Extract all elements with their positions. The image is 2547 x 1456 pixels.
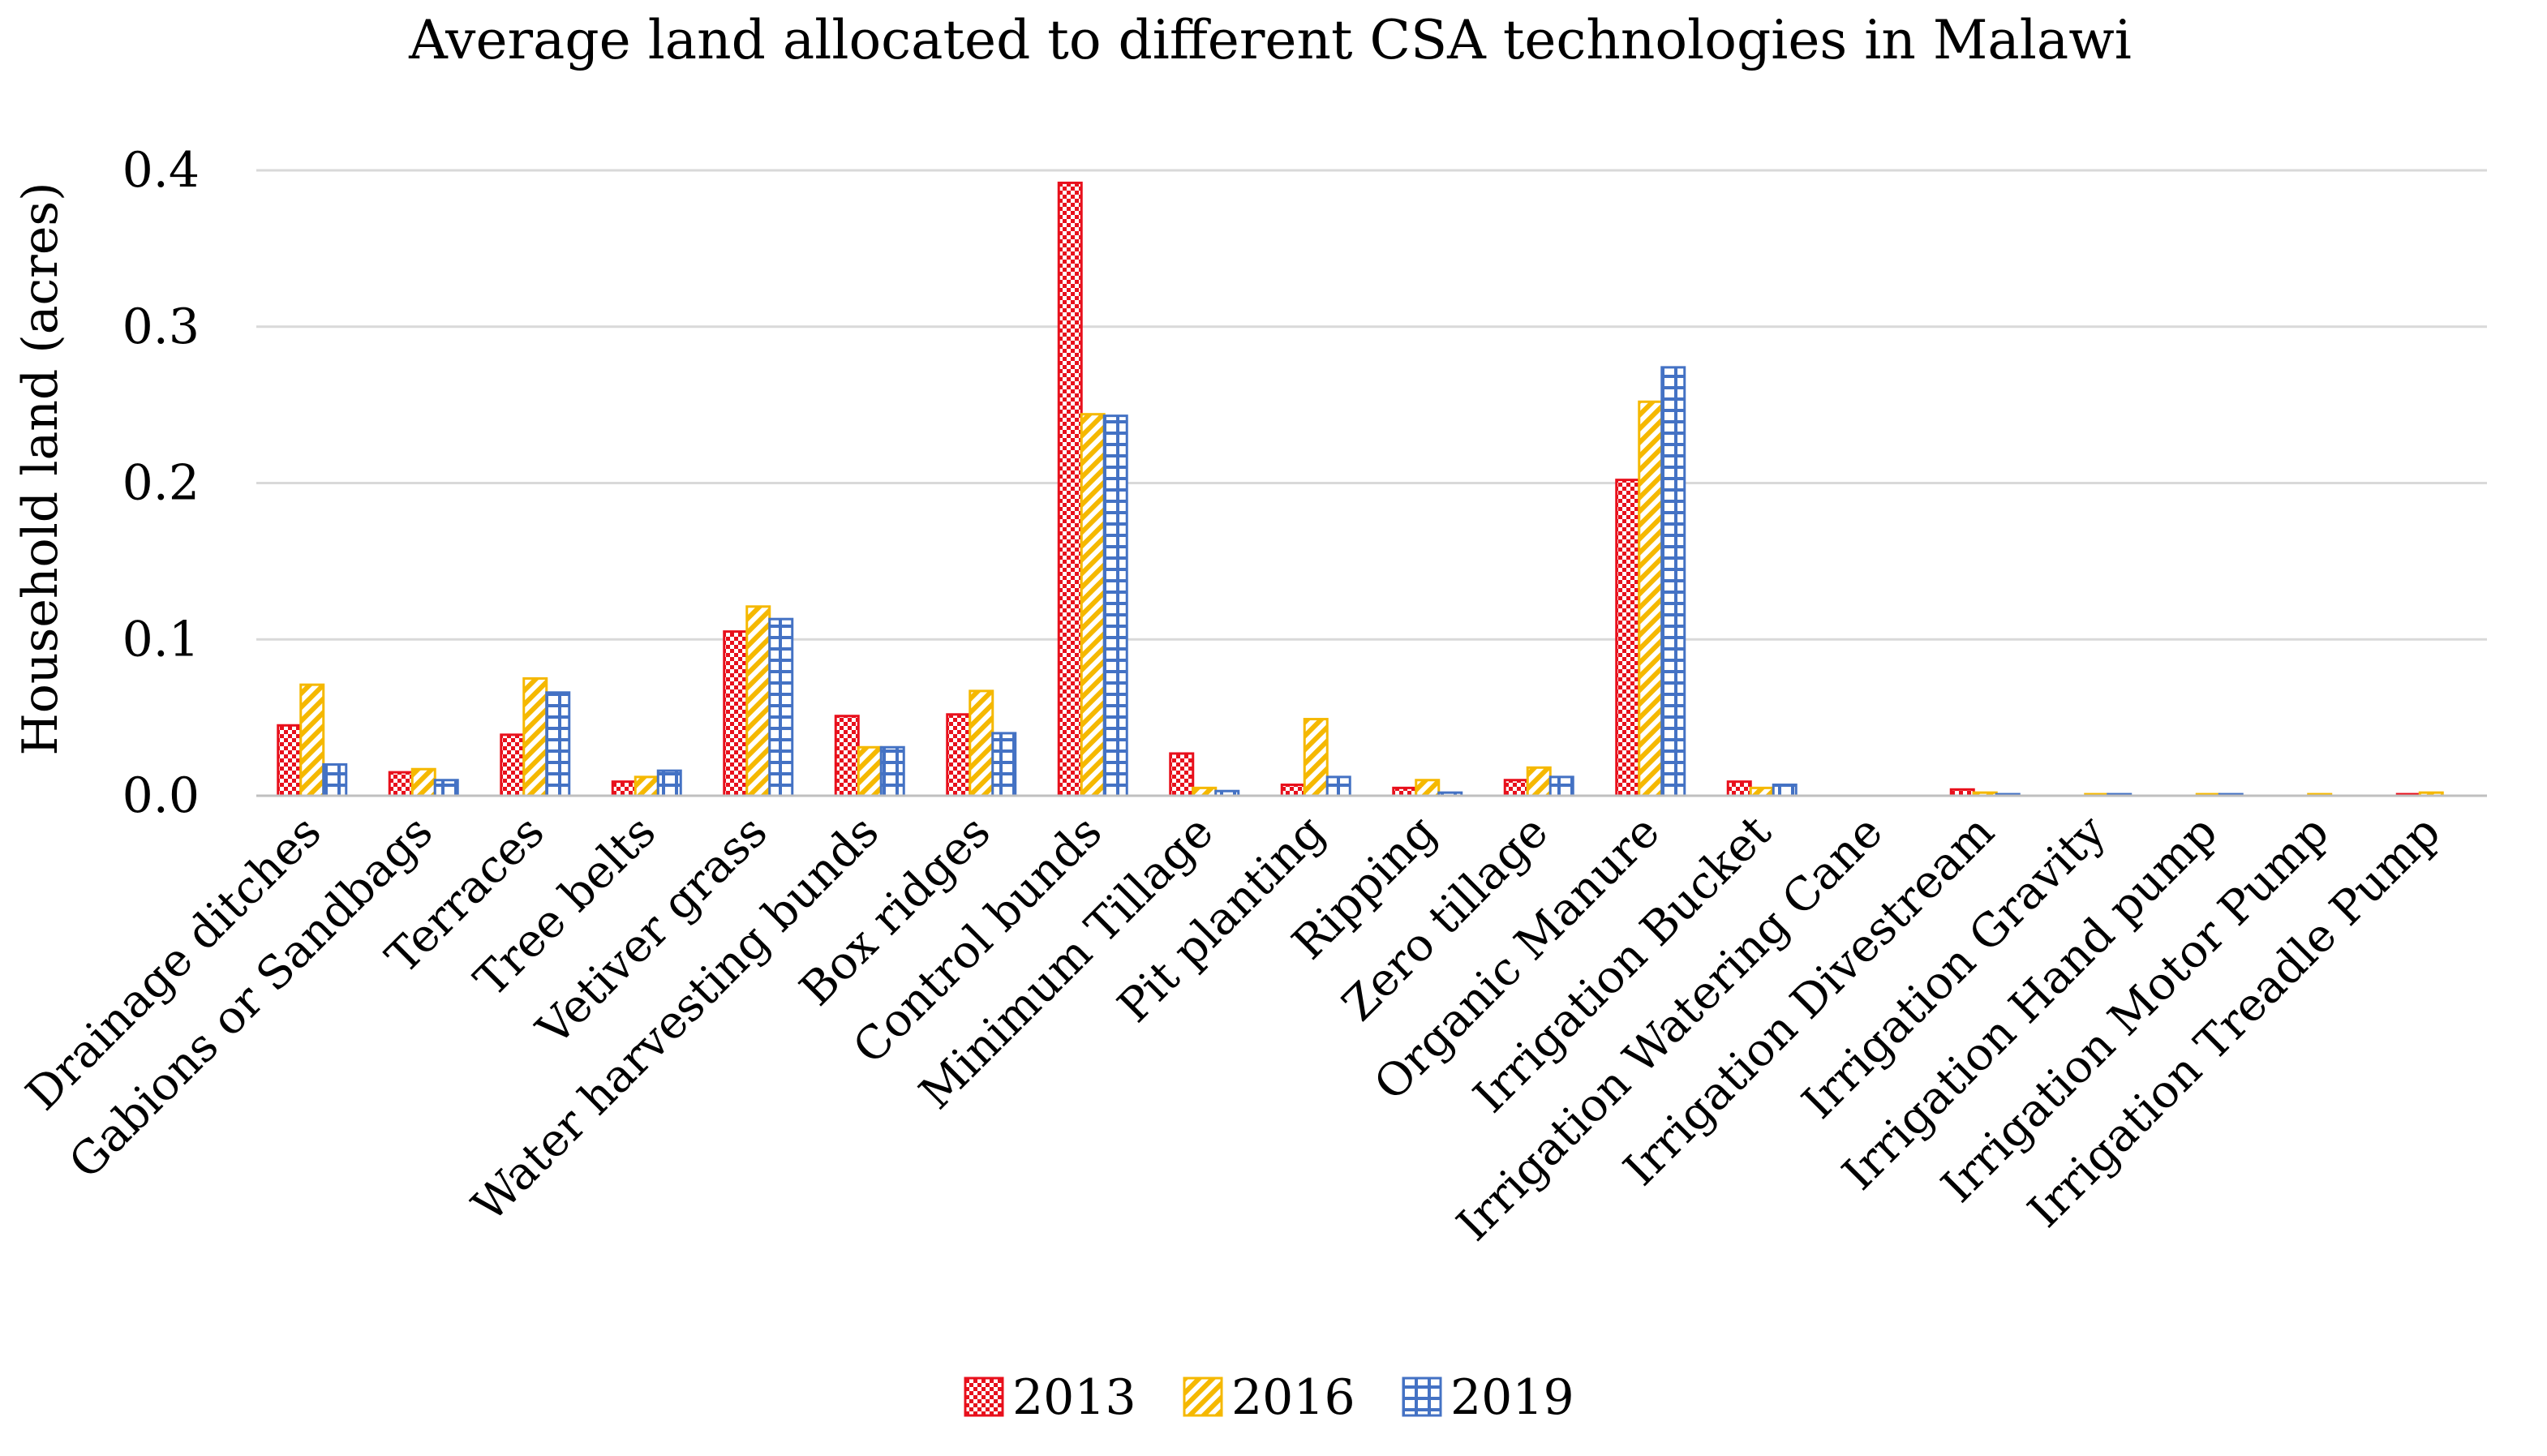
bar-2019	[1772, 784, 1798, 797]
bar-2013	[388, 771, 414, 797]
bar-2016	[410, 767, 436, 797]
bars	[277, 181, 2444, 797]
bar-2016	[522, 676, 548, 797]
bar-2013	[277, 724, 303, 797]
bar-2013	[946, 713, 972, 797]
y-axis-label: Household land (acres)	[12, 182, 69, 755]
bar-2019	[656, 769, 682, 797]
bar-2013	[1169, 752, 1195, 797]
bar-2019	[768, 617, 794, 797]
bar-2013	[500, 733, 526, 797]
y-tick-label: 0.2	[122, 455, 200, 512]
bar-2013	[1615, 479, 1641, 797]
bar-2019	[1548, 775, 1574, 797]
bar-2016	[1415, 779, 1441, 797]
bar-2013	[1503, 779, 1529, 797]
bar-2016	[1303, 718, 1329, 797]
bar-2016	[1638, 400, 1664, 797]
bar-2013	[723, 630, 749, 797]
legend-swatch-2019	[1402, 1377, 1442, 1417]
bar-2019	[879, 745, 905, 797]
y-axis-ticks: 0.0 0.1 0.2 0.3 0.4	[122, 142, 200, 824]
bar-2016	[745, 605, 771, 797]
y-tick-label: 0.1	[122, 611, 200, 668]
bar-2013	[834, 715, 860, 797]
y-tick-label: 0.4	[122, 142, 200, 199]
bar-2019	[1102, 414, 1128, 797]
legend-swatch-2016	[1183, 1377, 1223, 1417]
gridlines	[256, 169, 2487, 641]
bar-2016	[969, 689, 994, 797]
y-tick-label: 0.0	[122, 767, 200, 824]
bar-2019	[545, 691, 571, 797]
bar-2019	[322, 762, 348, 797]
bar-2013	[1057, 181, 1083, 797]
bar-2019	[991, 732, 1017, 797]
bar-2019	[433, 779, 459, 797]
bar-2019	[1325, 775, 1351, 797]
bar-2013	[1726, 780, 1752, 797]
bar-2013	[1280, 784, 1306, 797]
legend-label-2019: 2019	[1450, 1369, 1574, 1426]
bar-2016	[1080, 413, 1106, 797]
bar-2016	[634, 775, 659, 797]
bar-2016	[299, 683, 325, 797]
legend-label-2016: 2016	[1231, 1369, 1355, 1426]
bar-2016	[857, 745, 883, 797]
bar-2016	[1526, 766, 1552, 797]
legend-swatch-2013	[964, 1377, 1004, 1417]
legend: 2013 2016 2019	[964, 1369, 1574, 1426]
chart-title: Average land allocated to different CSA …	[408, 9, 2132, 71]
bar-2019	[1660, 366, 1686, 797]
legend-label-2013: 2013	[1012, 1369, 1136, 1426]
y-tick-label: 0.3	[122, 299, 200, 355]
bar-2013	[611, 780, 637, 797]
